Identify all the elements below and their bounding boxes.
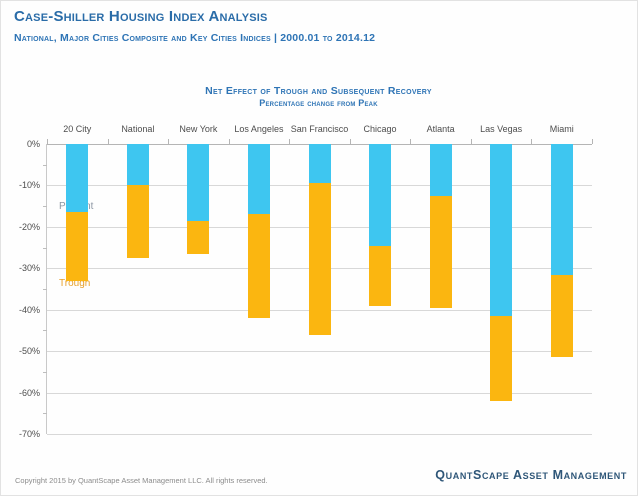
y-axis-minor-tick (43, 164, 47, 166)
y-axis-tick-label: -70% (18, 429, 40, 439)
bar-present-segment (490, 144, 513, 316)
y-axis-minor-tick (43, 289, 47, 290)
y-axis-minor-tick (43, 330, 47, 332)
bar-present-segment (126, 144, 149, 186)
trough-annotation: Trough (59, 278, 91, 289)
bar-trough-segment (66, 212, 89, 281)
bar-present-segment (369, 144, 392, 246)
x-axis-tick (349, 139, 351, 144)
bar-trough-segment (550, 274, 573, 358)
x-axis-category-label: Las Vegas (480, 124, 523, 134)
y-axis-tick-label: -60% (18, 387, 40, 398)
page-subtitle: National, Major Cities Composite and Key… (14, 32, 376, 44)
x-axis-category-label: San Francisco (290, 124, 349, 134)
y-axis-minor-tick (43, 247, 47, 249)
brand-logo-text: QuantScape Asset Management (435, 468, 627, 482)
bar-trough-segment (247, 214, 270, 318)
bar-trough-segment (490, 315, 513, 401)
x-axis-category-label: Chicago (363, 124, 397, 134)
x-axis-category-label: New York (179, 124, 218, 134)
y-axis-minor-tick (43, 371, 47, 373)
y-axis-tick-label: -20% (18, 221, 40, 232)
bar-present-segment (429, 144, 452, 196)
gridline (47, 392, 592, 394)
bar-present-segment (550, 144, 573, 275)
x-axis-tick (289, 139, 291, 144)
y-axis-tick-label: -30% (18, 263, 40, 274)
copyright-text: Copyright 2015 by QuantScape Asset Manag… (15, 476, 268, 485)
x-axis-category-label: National (121, 124, 155, 134)
x-axis-category-label: 20 City (63, 124, 92, 134)
gridline (47, 434, 592, 435)
y-axis-tick-label: 0% (26, 139, 40, 149)
y-axis-tick-label: -40% (18, 304, 40, 315)
bar-trough-segment (369, 245, 392, 306)
bar-trough-segment (429, 195, 452, 308)
chart-title: Net Effect of Trough and Subsequent Reco… (205, 85, 432, 97)
plot-area: Present Trough 0%-10%-20%-30%-40%-50%-60… (19, 124, 593, 439)
x-axis-tick (410, 139, 412, 144)
x-axis-tick (470, 139, 472, 144)
x-axis-tick (107, 139, 109, 144)
bar-present-segment (187, 144, 210, 221)
x-axis-tick (592, 139, 593, 144)
x-axis-tick (168, 139, 170, 144)
x-axis-tick (47, 139, 48, 144)
x-axis-category-label: Miami (549, 124, 574, 134)
x-axis-category-label: Atlanta (426, 124, 455, 134)
bar-present-segment (308, 144, 331, 184)
y-axis-tick-label: -10% (18, 180, 40, 191)
chart-subtitle: Percentage change from Peak (259, 98, 378, 108)
gridline (47, 351, 592, 353)
x-axis-tick (531, 139, 533, 144)
x-axis-category-label: Los Angeles (234, 124, 284, 134)
page-title: Case-Shiller Housing Index Analysis (14, 8, 268, 25)
bar-trough-segment (308, 183, 331, 335)
y-axis-minor-tick (43, 206, 47, 208)
bar-trough-segment (126, 185, 149, 258)
bar-trough-segment (187, 220, 210, 254)
bar-present-segment (66, 144, 89, 213)
y-axis-tick-label: -50% (18, 346, 40, 357)
bar-present-segment (247, 144, 270, 215)
x-axis-tick (228, 139, 230, 144)
y-axis-minor-tick (43, 413, 47, 415)
